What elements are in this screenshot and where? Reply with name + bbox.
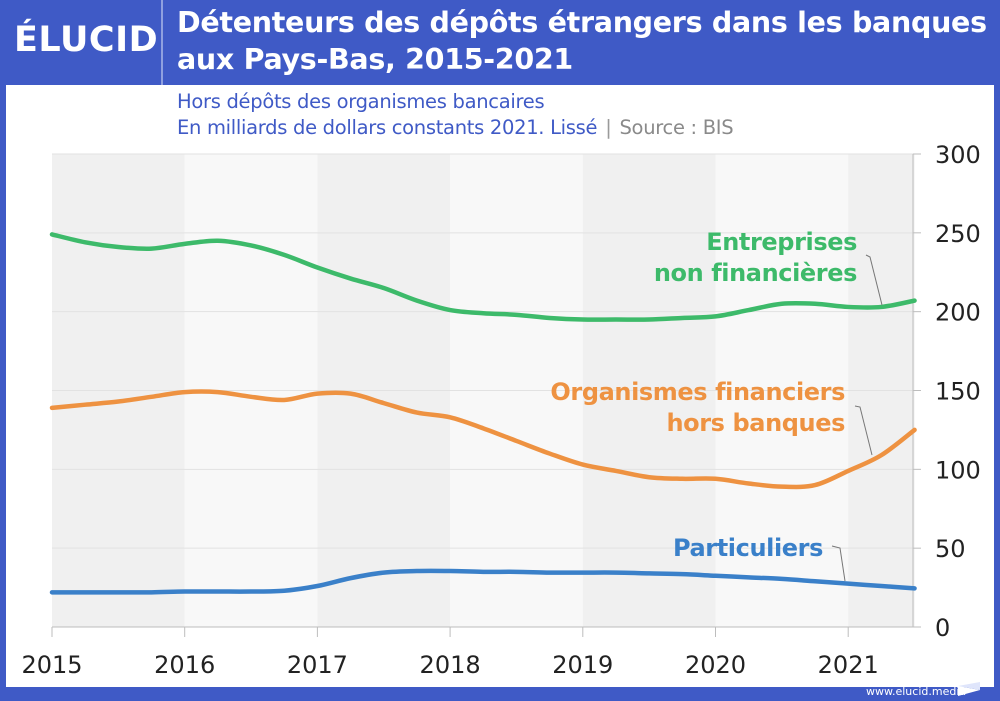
y-tick-label: 100 <box>935 456 981 484</box>
header: ÉLUCID Détenteurs des dépôts étrangers d… <box>0 0 1000 85</box>
series-label-entreprises-non-financieres: non financières <box>654 259 857 287</box>
series-line-organismes-financiers-hors-banques <box>49 389 917 490</box>
subtitle-units: En milliards de dollars constants 2021. … <box>177 116 598 139</box>
source-label: Source : BIS <box>619 116 734 139</box>
x-tick-label: 2017 <box>287 651 348 679</box>
chart-title-line2: aux Pays-Bas, 2015-2021 <box>177 43 573 76</box>
y-tick-label: 150 <box>935 378 981 406</box>
x-tick-label: 2016 <box>154 651 215 679</box>
elucid-flag-icon <box>958 682 980 696</box>
y-tick-label: 250 <box>935 220 981 248</box>
series-line-entreprises-non-financieres <box>49 232 917 322</box>
series-lines <box>49 232 917 595</box>
series-label-entreprises-non-financieres: Entreprises <box>706 228 857 256</box>
header-divider <box>161 0 163 85</box>
leader-line-particuliers <box>831 545 846 582</box>
x-tick-label: 2018 <box>420 651 481 679</box>
x-tick-label: 2020 <box>685 651 746 679</box>
y-tick-label: 0 <box>935 614 950 642</box>
website-footer: www.elucid.media <box>866 685 967 698</box>
elucid-logo: ÉLUCID <box>14 20 159 60</box>
series-label-particuliers: Particuliers <box>673 534 823 562</box>
x-tick-label: 2021 <box>818 651 879 679</box>
y-tick-label: 200 <box>935 299 981 327</box>
y-tick-label: 50 <box>935 535 966 563</box>
x-tick-label: 2015 <box>21 651 82 679</box>
x-axis-ticks: 2015 2016 2017 2018 2019 2020 2021 <box>21 627 879 679</box>
y-axis-ticks: 0 50 100 150 200 250 300 <box>913 141 981 642</box>
leader-line-entreprises-non-financieres <box>865 254 883 306</box>
leader-line-organismes-financiers-hors-banques <box>854 405 873 456</box>
series-label-organismes-financiers-hors-banques: Organismes financiers <box>550 378 845 406</box>
series-labels: Entreprises non financières Organismes fin… <box>550 228 883 582</box>
subtitle-line2: En milliards de dollars constants 2021. … <box>177 115 734 141</box>
chart-subtitle: Hors dépôts des organismes bancaires En … <box>177 89 734 141</box>
chart-title-line1: Détenteurs des dépôts étrangers dans les… <box>177 6 987 39</box>
subtitle-line1: Hors dépôts des organismes bancaires <box>177 90 545 113</box>
series-label-organismes-financiers-hors-banques: hors banques <box>666 409 845 437</box>
chart-title: Détenteurs des dépôts étrangers dans les… <box>177 4 992 78</box>
y-tick-label: 300 <box>935 141 981 169</box>
series-line-particuliers <box>49 568 917 595</box>
x-tick-label: 2019 <box>552 651 613 679</box>
subtitle-separator: | <box>605 116 612 139</box>
